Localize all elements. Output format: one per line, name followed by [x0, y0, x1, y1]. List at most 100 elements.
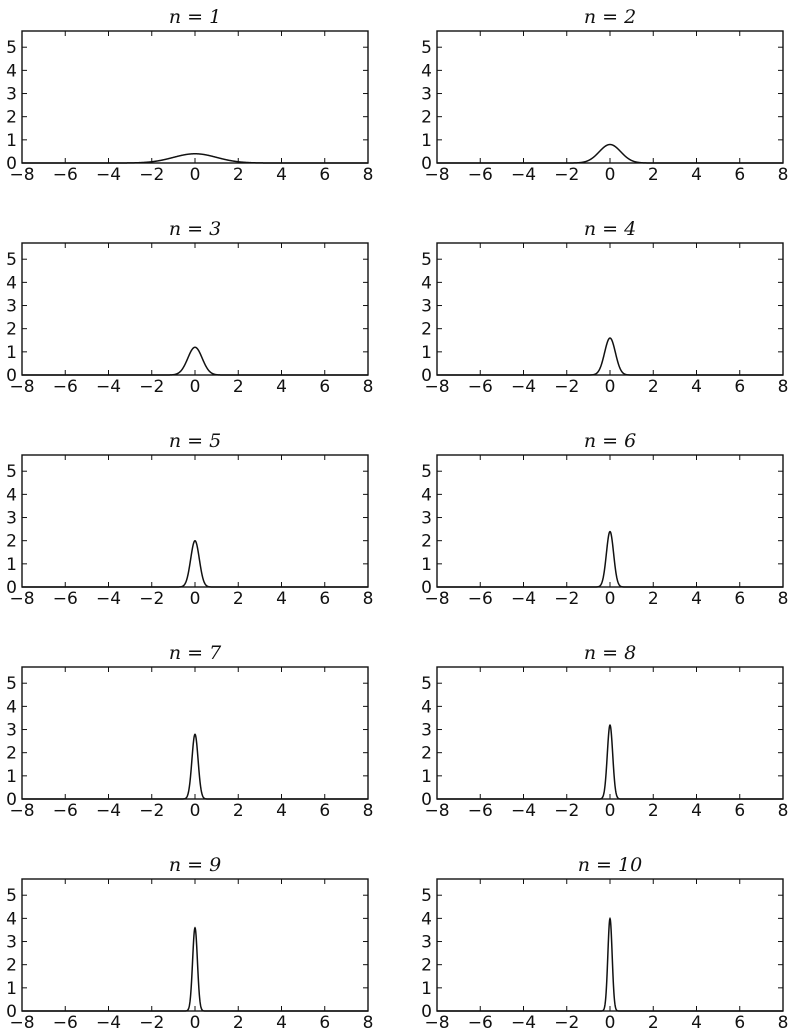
x-tick-label: 0 [605, 1013, 616, 1033]
panel-n-6: n = 6 −8 −6 −4 −2 0 2 4 6 8 0 1 2 3 4 5 [421, 430, 788, 609]
y-tick-label: 1 [6, 555, 17, 575]
y-tick-label: 1 [6, 131, 17, 151]
x-tick-label: 0 [605, 589, 616, 609]
x-tick-label: 4 [276, 165, 287, 185]
x-tick-label: −2 [554, 165, 579, 185]
x-tick-label: −4 [96, 801, 121, 821]
panel-title: n = 6 [584, 430, 636, 452]
x-tick-label: 0 [605, 377, 616, 397]
x-tick-label: 2 [233, 1013, 244, 1033]
x-tick-label: −2 [554, 1013, 579, 1033]
y-tick-label: 3 [421, 297, 432, 317]
x-tick-label: 4 [276, 589, 287, 609]
x-tick-label: 4 [276, 1013, 287, 1033]
x-tick-label: 6 [734, 589, 745, 609]
y-tick-label: 4 [421, 485, 432, 505]
x-tick-label: 8 [363, 589, 374, 609]
panel-title: n = 8 [584, 642, 636, 664]
y-tick-label: 4 [6, 485, 17, 505]
y-tick-label: 0 [421, 790, 432, 810]
y-tick-label: 0 [421, 1002, 432, 1022]
x-tick-label: 8 [778, 1013, 789, 1033]
x-tick-label: 6 [319, 1013, 330, 1033]
y-tick-label: 5 [421, 886, 432, 906]
x-tick-label: −2 [139, 377, 164, 397]
x-tick-label: 6 [319, 589, 330, 609]
x-tick-label: 2 [648, 1013, 659, 1033]
y-tick-label: 5 [421, 250, 432, 270]
x-tick-label: −6 [53, 165, 78, 185]
panel-n-2: n = 2 −8 −6 −4 −2 0 2 4 6 8 0 1 2 3 4 5 [421, 6, 788, 185]
x-tick-label: −2 [554, 801, 579, 821]
y-tick-label: 4 [6, 273, 17, 293]
y-tick-label: 2 [421, 956, 432, 976]
x-tick-label: −8 [9, 1013, 34, 1033]
y-tick-label: 5 [6, 674, 17, 694]
x-tick-label: −6 [468, 165, 493, 185]
x-tick-label: 8 [778, 589, 789, 609]
x-tick-label: 6 [734, 801, 745, 821]
x-tick-label: 0 [190, 165, 201, 185]
y-tick-label: 1 [6, 767, 17, 787]
y-tick-label: 3 [421, 509, 432, 529]
x-tick-label: 6 [319, 165, 330, 185]
y-tick-label: 1 [421, 131, 432, 151]
x-tick-label: −4 [96, 377, 121, 397]
y-tick-label: 1 [6, 343, 17, 363]
x-tick-label: 2 [648, 377, 659, 397]
series-line [437, 916, 783, 1012]
panel-n-5: n = 5 −8 −6 −4 −2 0 2 4 6 8 0 1 2 3 4 5 [6, 430, 373, 609]
plot-frame [436, 878, 784, 1012]
y-tick-label: 4 [421, 273, 432, 293]
x-tick-label: 4 [276, 801, 287, 821]
x-tick-label: 2 [648, 165, 659, 185]
x-tick-label: −2 [139, 1013, 164, 1033]
y-tick-label: 2 [421, 532, 432, 552]
x-tick-label: −2 [139, 165, 164, 185]
x-tick-label: 6 [734, 377, 745, 397]
y-tick-label: 2 [6, 320, 17, 340]
x-tick-label: 6 [319, 377, 330, 397]
panel-title: n = 5 [169, 430, 221, 452]
y-tick-label: 5 [6, 38, 17, 58]
y-tick-label: 5 [421, 674, 432, 694]
panel-n-3: n = 3 −8 −6 −4 −2 0 2 4 6 8 0 1 2 3 4 5 [6, 218, 373, 397]
x-tick-label: −8 [9, 589, 34, 609]
panel-title: n = 4 [584, 218, 636, 240]
x-tick-label: 0 [190, 377, 201, 397]
x-tick-label: −8 [424, 801, 449, 821]
plot-frame [21, 666, 369, 800]
x-tick-label: 4 [691, 1013, 702, 1033]
y-tick-label: 0 [6, 790, 17, 810]
y-tick-label: 2 [421, 108, 432, 128]
x-tick-label: −6 [53, 1013, 78, 1033]
panel-title: n = 7 [169, 642, 222, 664]
y-tick-label: 2 [421, 320, 432, 340]
x-tick-label: −4 [96, 589, 121, 609]
series-line [437, 337, 783, 376]
x-tick-label: −6 [53, 589, 78, 609]
x-tick-label: 0 [605, 801, 616, 821]
x-tick-label: −8 [9, 377, 34, 397]
x-tick-label: −6 [468, 1013, 493, 1033]
plot-frame [21, 454, 369, 588]
x-tick-label: 8 [363, 165, 374, 185]
x-tick-label: 0 [190, 1013, 201, 1033]
series-line [22, 540, 368, 588]
plot-frame [21, 30, 369, 164]
x-tick-label: 4 [691, 801, 702, 821]
y-tick-label: 3 [421, 721, 432, 741]
y-tick-label: 1 [421, 979, 432, 999]
x-tick-label: −8 [424, 1013, 449, 1033]
x-tick-label: 8 [363, 1013, 374, 1033]
x-tick-label: 6 [734, 1013, 745, 1033]
series-line [22, 733, 368, 800]
x-tick-label: 4 [276, 377, 287, 397]
x-tick-label: 8 [778, 377, 789, 397]
plot-frame [436, 454, 784, 588]
panel-n-9: n = 9 −8 −6 −4 −2 0 2 4 6 8 0 1 2 3 4 5 [6, 854, 373, 1033]
x-tick-label: 2 [233, 589, 244, 609]
plot-frame [21, 878, 369, 1012]
x-tick-label: 0 [605, 165, 616, 185]
y-tick-label: 4 [6, 697, 17, 717]
